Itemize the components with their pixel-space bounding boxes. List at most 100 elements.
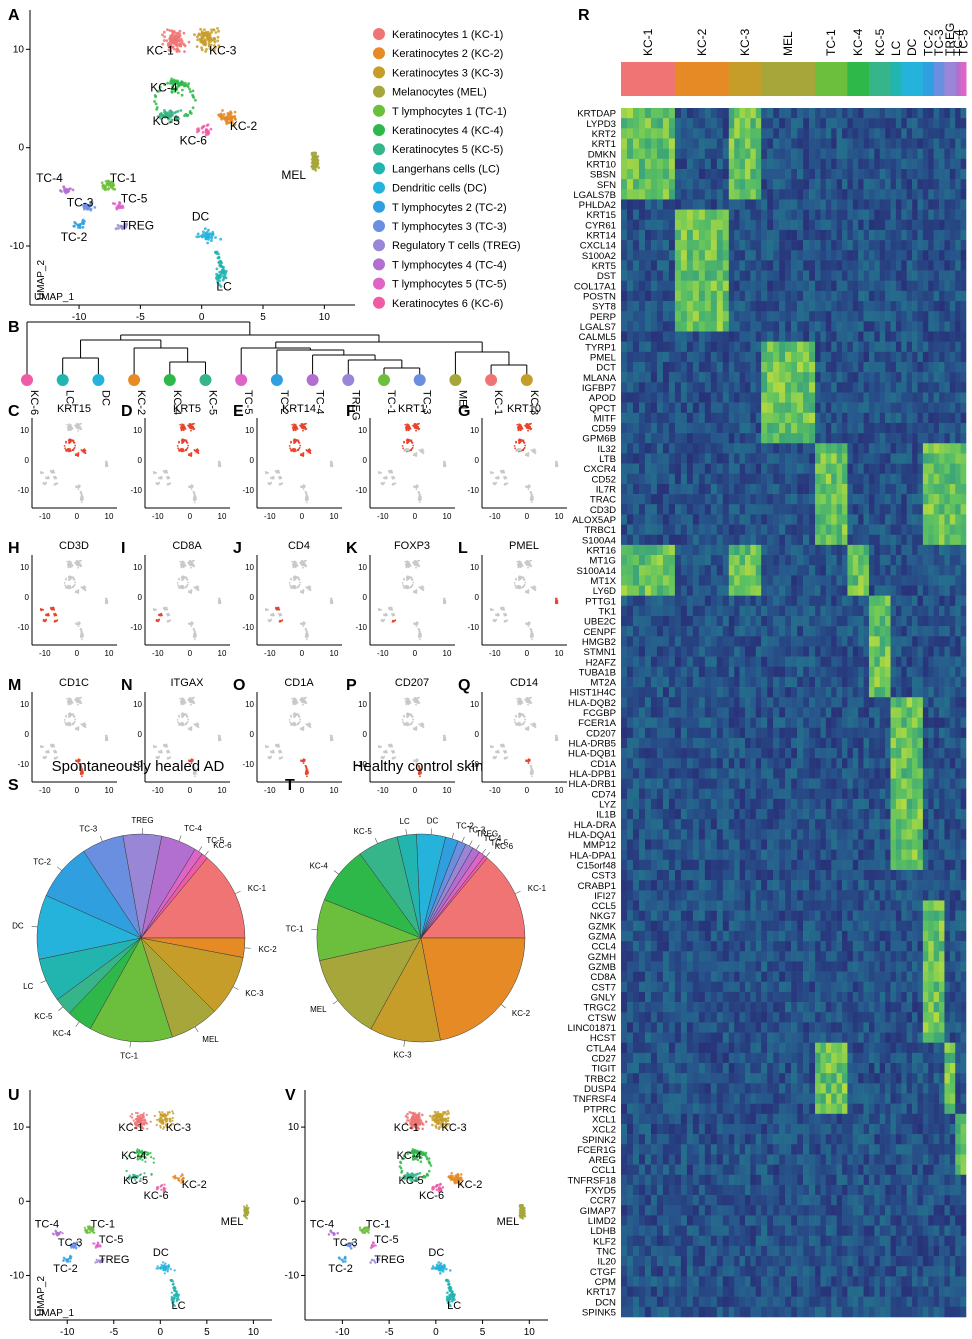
feature-cell	[410, 440, 413, 443]
feature-cell	[522, 586, 525, 588]
feature-cell	[527, 452, 530, 454]
feature-cell	[71, 565, 74, 567]
feature-cell	[502, 476, 505, 478]
cell-point-kc-2	[225, 117, 229, 121]
feature-cell	[50, 607, 53, 610]
feature-cell	[390, 613, 393, 615]
feature-cell	[190, 454, 193, 456]
feature-cell	[188, 563, 191, 565]
feature-cell	[68, 722, 70, 725]
feature-x-tick: 0	[75, 649, 80, 658]
feature-cell	[68, 697, 71, 700]
feature-cell	[504, 614, 507, 617]
feature-cell	[63, 445, 66, 447]
feature-cell	[77, 625, 80, 627]
feature-cell	[527, 625, 530, 627]
feature-cell	[401, 445, 404, 447]
feature-cell	[415, 454, 417, 456]
feature-cell	[77, 698, 80, 701]
cell-point-mel	[313, 156, 317, 159]
feature-cell	[270, 618, 273, 621]
cell-point-tc-1	[111, 186, 114, 190]
feature-cell	[158, 618, 161, 621]
feature-cell	[515, 441, 517, 444]
cell-point-kc-4	[181, 88, 184, 92]
feature-cell	[266, 471, 269, 474]
feature-cell	[84, 449, 87, 452]
feature-cell	[190, 625, 193, 627]
feature-cell	[415, 622, 418, 625]
feature-cell	[518, 423, 521, 426]
legend-label-tc-2: T lymphocytes 2 (TC-2)	[392, 202, 507, 214]
cell-point-kc-4	[191, 106, 195, 110]
feature-cell	[105, 460, 107, 463]
feature-cell	[292, 564, 295, 567]
x-tick-label: -10	[72, 312, 87, 323]
feature-x-tick: 10	[555, 649, 564, 658]
dendrogram-leaf-dc	[92, 374, 105, 386]
panel-letter: C	[8, 403, 20, 420]
feature-cell	[555, 599, 558, 602]
cell-point-mel	[316, 158, 320, 162]
feature-cell	[523, 579, 525, 581]
cluster-label-kc-6: KC-6	[180, 134, 208, 148]
cell-point-lc	[221, 270, 225, 274]
cell-point-kc-4	[171, 85, 175, 89]
feature-cell	[64, 584, 66, 587]
panel-letter: D	[121, 403, 133, 420]
feature-cell	[302, 589, 305, 591]
feature-cell	[75, 590, 78, 593]
feature-cell	[177, 447, 180, 450]
feature-y-tick: 0	[363, 593, 368, 602]
feature-x-tick: 0	[525, 512, 530, 521]
cell-point-tc-5	[111, 202, 115, 205]
feature-cell	[304, 491, 307, 494]
feature-cell	[80, 723, 83, 725]
cell-point-kc-4	[183, 81, 187, 85]
feature-cell	[527, 429, 529, 432]
feature-cell	[77, 726, 80, 728]
feature-cell	[412, 581, 415, 584]
cell-point-treg	[116, 224, 120, 227]
feature-cell	[419, 638, 421, 641]
cell-point-kc-2	[222, 113, 226, 116]
feature-cell	[534, 586, 537, 589]
feature-cell	[419, 634, 422, 636]
feature-cell	[297, 449, 300, 451]
feature-cell	[555, 465, 558, 467]
feature-cell	[299, 444, 302, 447]
feature-cell	[528, 564, 530, 567]
feature-x-tick: -10	[39, 512, 51, 521]
feature-cell	[534, 452, 537, 455]
feature-cell	[297, 586, 300, 588]
feature-cell	[187, 581, 190, 584]
feature-cell	[165, 476, 168, 478]
cell-point-tc-4	[64, 191, 68, 195]
legend-swatch-kc-4	[373, 124, 385, 136]
feature-cell	[66, 697, 69, 700]
feature-cell	[298, 583, 301, 586]
feature-cell	[401, 582, 404, 584]
feature-cell	[531, 632, 533, 635]
feature-x-tick: 0	[188, 512, 193, 521]
legend-swatch-mel	[373, 85, 385, 98]
feature-cell	[81, 638, 83, 641]
feature-cell	[410, 586, 413, 588]
cell-point-kc-2	[226, 121, 230, 125]
feature-y-tick: -10	[130, 623, 142, 632]
feature-cell	[54, 477, 57, 480]
feature-cell	[495, 477, 498, 480]
feature-gene-title: KRT14	[282, 403, 316, 415]
feature-cell	[502, 470, 505, 473]
cell-point-lc	[219, 264, 223, 268]
feature-cell	[275, 607, 278, 610]
cell-point-kc-3	[203, 43, 207, 47]
feature-cell	[293, 585, 295, 588]
feature-cell	[193, 586, 196, 588]
feature-x-tick: 0	[525, 649, 530, 658]
feature-cell	[78, 427, 80, 430]
feature-cell	[416, 427, 418, 430]
